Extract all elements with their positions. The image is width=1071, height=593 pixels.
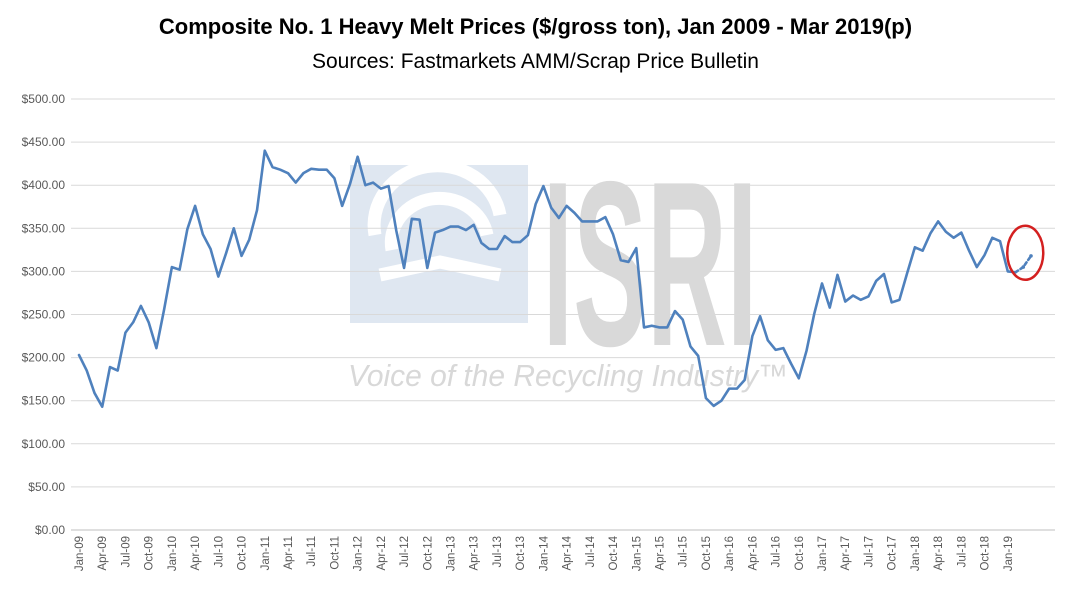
x-tick-label: Apr-15	[654, 536, 666, 571]
highlight-circle	[1006, 224, 1045, 282]
x-tick-label: Jan-09	[74, 536, 86, 571]
watermark-tagline: Voice of the Recycling Industry™	[348, 358, 788, 393]
x-tick-label: Jan-10	[167, 536, 179, 571]
chart-subtitle: Sources: Fastmarkets AMM/Scrap Price Bul…	[312, 50, 759, 73]
x-tick-label: Oct-14	[608, 535, 620, 570]
x-tick-label: Jul-11	[306, 536, 318, 566]
x-tick-label: Jul-15	[678, 536, 690, 567]
x-tick-label: Jan-14	[538, 535, 550, 571]
grid-lines	[71, 98, 1055, 531]
recycle-icon	[367, 159, 507, 282]
x-tick-label: Jul-09	[120, 536, 132, 567]
x-tick-label: Jan-17	[817, 536, 829, 571]
y-tick-label: $50.00	[28, 480, 65, 494]
isri-watermark: ISRI Voice of the Recycling Industry™	[348, 132, 788, 395]
x-tick-label: Jan-18	[910, 536, 922, 571]
x-tick-label: Oct-09	[144, 536, 156, 571]
y-axis: $0.00 $50.00 $100.00 $150.00 $200.00 $250.00 $…	[22, 92, 66, 537]
x-tick-label: Oct-13	[515, 536, 527, 571]
preliminary-point	[1029, 254, 1033, 258]
y-tick-label: $400.00	[22, 178, 66, 192]
y-tick-label: $100.00	[22, 437, 66, 451]
series-line-preliminary	[1014, 254, 1033, 274]
x-tick-label: Jul-18	[956, 536, 968, 567]
series-line-heavy-melt	[77, 149, 1017, 409]
x-tick-label: Oct-17	[887, 536, 899, 571]
y-tick-label: $450.00	[22, 135, 66, 149]
x-tick-label: Jan-15	[631, 536, 643, 571]
x-tick-label: Jan-12	[353, 536, 365, 571]
highlight-layer	[1006, 224, 1045, 282]
x-tick-label: Apr-13	[469, 536, 481, 571]
x-tick-label: Jan-13	[446, 536, 458, 571]
x-tick-label: Jul-12	[399, 536, 411, 567]
x-tick-label: Oct-16	[794, 536, 806, 571]
chart-title: Composite No. 1 Heavy Melt Prices ($/gro…	[158, 14, 913, 39]
x-tick-label: Apr-16	[747, 536, 759, 571]
x-tick-label: Oct-15	[701, 536, 713, 571]
x-tick-label: Apr-18	[933, 536, 945, 571]
x-tick-label: Jul-13	[492, 536, 504, 567]
x-tick-label: Jul-14	[585, 535, 597, 567]
watermark-logo-text: ISRI	[543, 132, 758, 395]
y-tick-label: $0.00	[35, 523, 65, 537]
x-tick-label: Jul-10	[213, 536, 225, 567]
x-tick-label: Apr-09	[97, 536, 109, 571]
y-tick-label: $150.00	[22, 394, 66, 408]
x-tick-label: Apr-11	[283, 536, 295, 570]
x-tick-label: Oct-18	[980, 536, 992, 571]
x-tick-label: Oct-12	[422, 536, 434, 571]
x-tick-label: Apr-12	[376, 536, 388, 571]
x-tick-label: Jul-16	[771, 536, 783, 567]
y-tick-label: $500.00	[22, 92, 66, 106]
x-tick-label: Jul-17	[863, 536, 875, 567]
preliminary-point	[1021, 265, 1026, 269]
y-tick-label: $350.00	[22, 221, 66, 235]
y-tick-label: $300.00	[22, 264, 66, 278]
x-tick-label: Oct-11	[329, 536, 341, 570]
x-tick-label: Jan-11	[260, 536, 272, 570]
y-tick-label: $250.00	[22, 308, 66, 322]
x-tick-label: Apr-17	[840, 536, 852, 571]
x-axis: Jan-09 Apr-09 Jul-09 Oct-09 Jan-10 Apr-10 Jul-…	[74, 535, 1015, 571]
y-tick-label: $200.00	[22, 351, 66, 365]
x-tick-label: Apr-10	[190, 536, 202, 571]
series-layer	[77, 149, 1017, 409]
x-tick-label: Jan-19	[1003, 536, 1015, 571]
x-tick-label: Oct-10	[237, 536, 249, 571]
x-tick-label: Apr-14	[562, 535, 574, 570]
x-tick-label: Jan-16	[724, 536, 736, 571]
